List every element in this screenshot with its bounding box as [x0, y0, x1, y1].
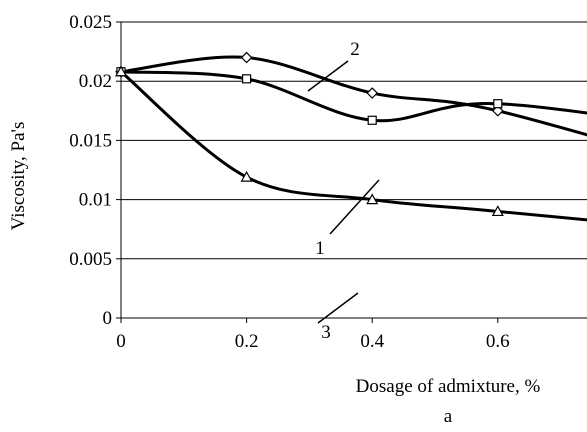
series-2-point — [242, 74, 252, 84]
series-3-point — [366, 193, 379, 205]
y-tick-label: 0 — [103, 308, 113, 329]
figure-caption: a — [444, 406, 453, 427]
y-tick-label: 0.01 — [79, 190, 112, 211]
series-leader-lines — [307, 60, 380, 324]
y-tick-label: 0.02 — [79, 71, 112, 92]
series-1-line — [120, 55, 587, 137]
x-axis-label: Dosage of admixture, % — [356, 376, 541, 397]
series-2-point — [367, 115, 377, 125]
axes — [116, 21, 587, 323]
y-tick-label: 0.005 — [69, 249, 112, 270]
series-1-leader — [329, 179, 380, 235]
series-3-line — [120, 70, 587, 222]
x-tick-label: 0 — [116, 331, 126, 352]
y-tick-label: 0.015 — [69, 130, 112, 151]
series-2-point — [493, 99, 503, 109]
series-3-leader — [317, 292, 359, 324]
series-lines — [114, 51, 587, 222]
series-3-point — [114, 65, 128, 77]
x-tick-label: 0.2 — [235, 331, 259, 352]
series-3-point — [240, 170, 253, 182]
series-2-label: 2 — [350, 39, 360, 60]
y-axis-label: Viscosity, Pa's — [8, 122, 29, 231]
x-tick-label: 0.6 — [486, 331, 510, 352]
series-1-point — [366, 87, 379, 99]
y-tick-label: 0.025 — [69, 12, 112, 33]
series-3-label: 3 — [321, 322, 331, 343]
grid-lines — [121, 21, 587, 260]
series-3-point — [491, 205, 504, 217]
series-1-point — [240, 51, 253, 64]
series-1-point — [491, 104, 504, 117]
x-tick-label: 0.4 — [360, 331, 384, 352]
series-2-leader — [307, 60, 349, 92]
series-2-line — [120, 70, 587, 123]
series-1-label: 1 — [315, 238, 325, 259]
